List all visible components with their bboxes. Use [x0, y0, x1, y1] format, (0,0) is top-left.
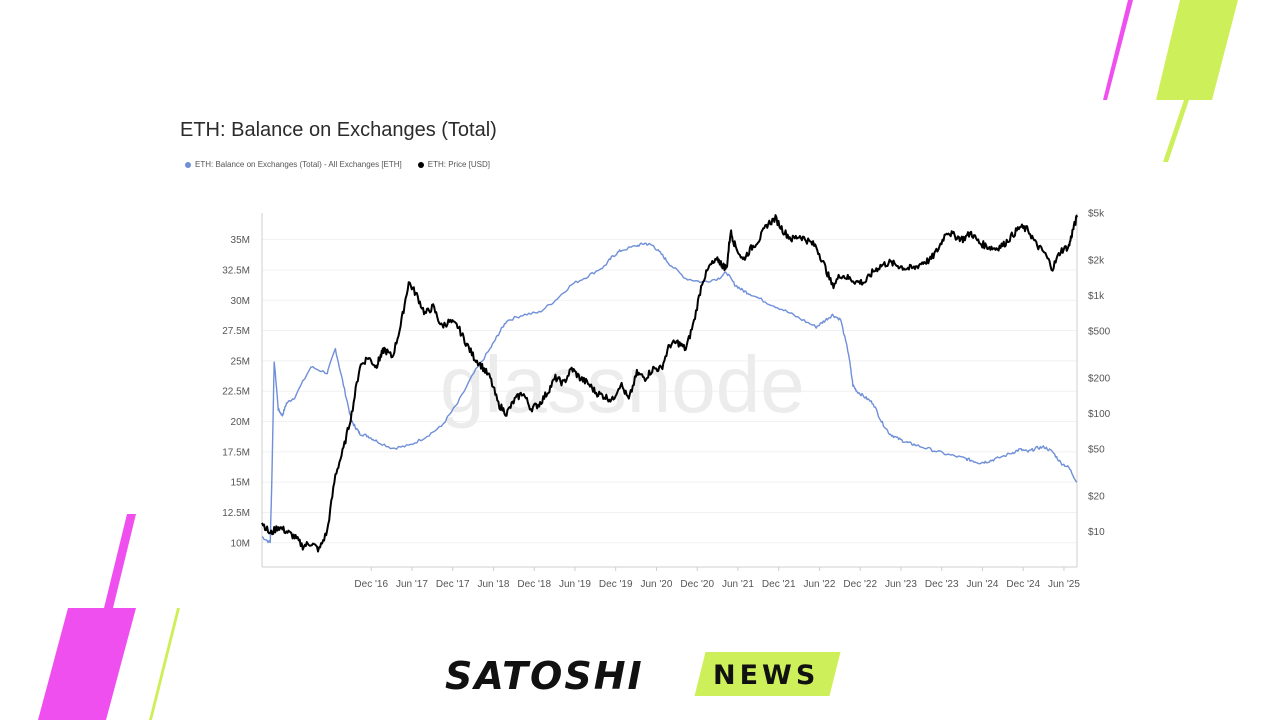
right-tick-label: $10	[1088, 527, 1105, 538]
decor-pink-stripe-bottom	[104, 514, 136, 608]
series-line-price	[261, 214, 1078, 553]
x-tick-label: Jun '19	[559, 579, 591, 590]
legend-label-price: ETH: Price [USD]	[427, 160, 490, 169]
x-tick-label: Dec '21	[762, 579, 796, 590]
x-axis-ticks: Dec '16 Jun '17 Dec '17 Jun '18 Dec '18 Jun '…	[354, 567, 1080, 590]
left-tick-label: 30M	[231, 296, 250, 307]
series-layer	[261, 214, 1078, 553]
right-tick-label: $500	[1088, 327, 1111, 338]
series-line-balance	[261, 242, 1078, 544]
left-tick-label: 27.5M	[222, 326, 250, 337]
right-tick-label: $1k	[1088, 291, 1105, 302]
left-tick-label: 32.5M	[222, 265, 250, 276]
x-tick-label: Dec '18	[517, 579, 551, 590]
left-tick-label: 22.5M	[222, 387, 250, 398]
x-tick-label: Dec '24	[1006, 579, 1040, 590]
x-tick-label: Jun '22	[803, 579, 835, 590]
right-tick-label: $200	[1088, 373, 1111, 384]
right-tick-label: $20	[1088, 491, 1105, 502]
brand-satoshi: SATOSHI	[445, 654, 644, 698]
legend-label-balance: ETH: Balance on Exchanges (Total) - All …	[195, 160, 402, 169]
left-axis-ticks: 10M 12.5M 15M 17.5M 20M 22.5M 25M 27.5M 30M 32.5M…	[222, 235, 250, 549]
legend-item-price[interactable]: ETH: Price [USD]	[417, 160, 490, 169]
x-tick-label: Jun '21	[722, 579, 754, 590]
right-tick-label: $2k	[1088, 255, 1105, 266]
x-tick-label: Jun '18	[477, 579, 509, 590]
x-tick-label: Jun '24	[966, 579, 998, 590]
decor-lime-stripe-top	[1156, 0, 1238, 100]
left-tick-label: 20M	[231, 417, 250, 428]
x-tick-label: Jun '20	[640, 579, 672, 590]
left-tick-label: 35M	[231, 235, 250, 246]
x-tick-label: Dec '17	[436, 579, 470, 590]
right-tick-label: $50	[1088, 445, 1105, 456]
decor-pink-stripe-bottom-wide	[38, 608, 136, 720]
x-tick-label: Jun '23	[885, 579, 917, 590]
left-tick-label: 17.5M	[222, 447, 250, 458]
x-tick-label: Dec '16	[354, 579, 388, 590]
chart-title: ETH: Balance on Exchanges (Total)	[180, 119, 497, 141]
brand-news: NEWS	[713, 660, 820, 691]
right-tick-label: $5k	[1088, 209, 1105, 220]
decor-lime-stripe-top-thin	[1163, 100, 1189, 162]
x-tick-label: Dec '22	[843, 579, 877, 590]
decor-lime-stripe-bottom-thin	[149, 608, 180, 720]
chart-legend: ETH: Balance on Exchanges (Total) - All …	[185, 160, 490, 169]
right-tick-label: $100	[1088, 409, 1111, 420]
left-tick-label: 15M	[231, 478, 250, 489]
x-tick-label: Dec '19	[599, 579, 633, 590]
legend-item-balance[interactable]: ETH: Balance on Exchanges (Total) - All …	[185, 160, 402, 169]
decor-pink-stripe-top	[1103, 0, 1133, 100]
left-tick-label: 10M	[231, 538, 250, 549]
right-axis-ticks: $10 $20 $50 $100 $200 $500 $1k $2k $5k	[1088, 209, 1111, 538]
left-tick-label: 12.5M	[222, 508, 250, 519]
x-tick-label: Jun '17	[396, 579, 428, 590]
x-tick-label: Dec '20	[680, 579, 714, 590]
grid-layer	[262, 239, 1077, 544]
left-tick-label: 25M	[231, 356, 250, 367]
x-tick-label: Dec '23	[925, 579, 959, 590]
legend-dot-price	[417, 161, 424, 168]
legend-dot-balance	[185, 161, 191, 168]
x-tick-label: Jun '25	[1048, 579, 1080, 590]
